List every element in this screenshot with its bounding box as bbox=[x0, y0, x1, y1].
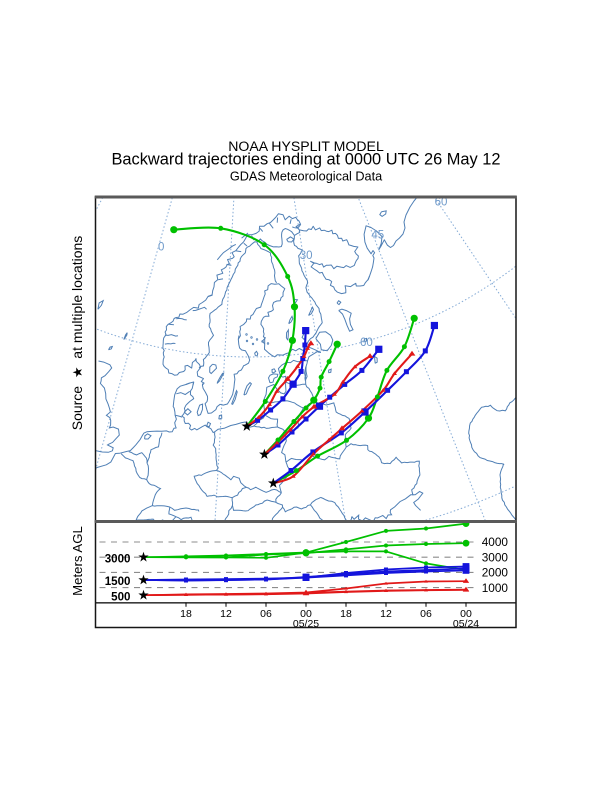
svg-text:60: 60 bbox=[360, 337, 373, 349]
svg-text:18: 18 bbox=[340, 608, 352, 620]
svg-text:Meters AGL: Meters AGL bbox=[70, 526, 85, 596]
svg-text:00: 00 bbox=[460, 608, 472, 620]
svg-text:06: 06 bbox=[420, 608, 432, 620]
svg-text:3000: 3000 bbox=[105, 552, 131, 565]
svg-text:06: 06 bbox=[260, 608, 272, 620]
svg-text:1500: 1500 bbox=[105, 575, 131, 588]
svg-text:18: 18 bbox=[180, 608, 192, 620]
svg-text:60: 60 bbox=[435, 197, 448, 209]
svg-text:500: 500 bbox=[111, 590, 130, 603]
svg-text:12: 12 bbox=[380, 608, 392, 620]
svg-text:NOAA HYSPLIT MODEL: NOAA HYSPLIT MODEL bbox=[228, 138, 384, 154]
svg-text:00: 00 bbox=[300, 608, 312, 620]
svg-text:4000: 4000 bbox=[482, 535, 509, 549]
svg-text:12: 12 bbox=[220, 608, 232, 620]
svg-text:30: 30 bbox=[300, 250, 313, 262]
svg-text:1000: 1000 bbox=[482, 581, 509, 595]
svg-text:GDAS Meteorological Data: GDAS Meteorological Data bbox=[230, 170, 383, 184]
svg-text:45: 45 bbox=[371, 230, 384, 242]
svg-text:2000: 2000 bbox=[482, 566, 509, 580]
svg-text:3000: 3000 bbox=[482, 550, 509, 564]
svg-text:0: 0 bbox=[158, 241, 164, 253]
svg-text:Backward trajectories ending a: Backward trajectories ending at 0000 UTC… bbox=[111, 151, 500, 169]
svg-text:Source ★ at multiple locatio: Source ★ at multiple locations bbox=[69, 236, 85, 431]
